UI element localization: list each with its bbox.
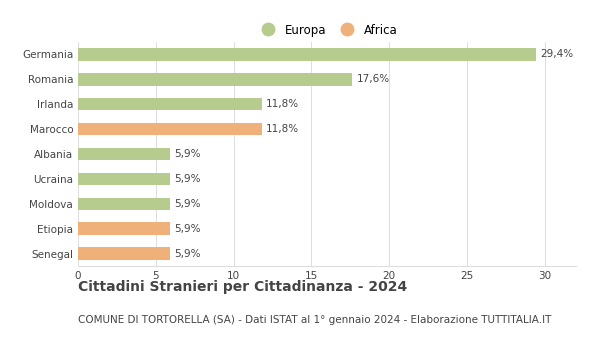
Bar (78, 48, 536, 61)
Text: 5,9%: 5,9% (175, 174, 201, 184)
Bar (78, 98, 262, 111)
Text: 5,9%: 5,9% (175, 248, 201, 259)
Bar (78, 73, 352, 85)
Legend: Europa, Africa: Europa, Africa (251, 19, 403, 41)
Bar (78, 173, 170, 185)
Text: 5,9%: 5,9% (175, 224, 201, 234)
Bar (78, 148, 170, 160)
Text: COMUNE DI TORTORELLA (SA) - Dati ISTAT al 1° gennaio 2024 - Elaborazione TUTTITA: COMUNE DI TORTORELLA (SA) - Dati ISTAT a… (78, 315, 551, 325)
Text: 29,4%: 29,4% (540, 49, 574, 60)
Text: 5,9%: 5,9% (175, 199, 201, 209)
Bar (78, 247, 170, 260)
Bar (78, 223, 170, 235)
Bar (78, 123, 262, 135)
Text: 5,9%: 5,9% (175, 149, 201, 159)
Bar (78, 197, 170, 210)
Text: Cittadini Stranieri per Cittadinanza - 2024: Cittadini Stranieri per Cittadinanza - 2… (78, 280, 407, 294)
Text: 11,8%: 11,8% (266, 99, 299, 109)
Text: 17,6%: 17,6% (356, 74, 389, 84)
Text: 11,8%: 11,8% (266, 124, 299, 134)
